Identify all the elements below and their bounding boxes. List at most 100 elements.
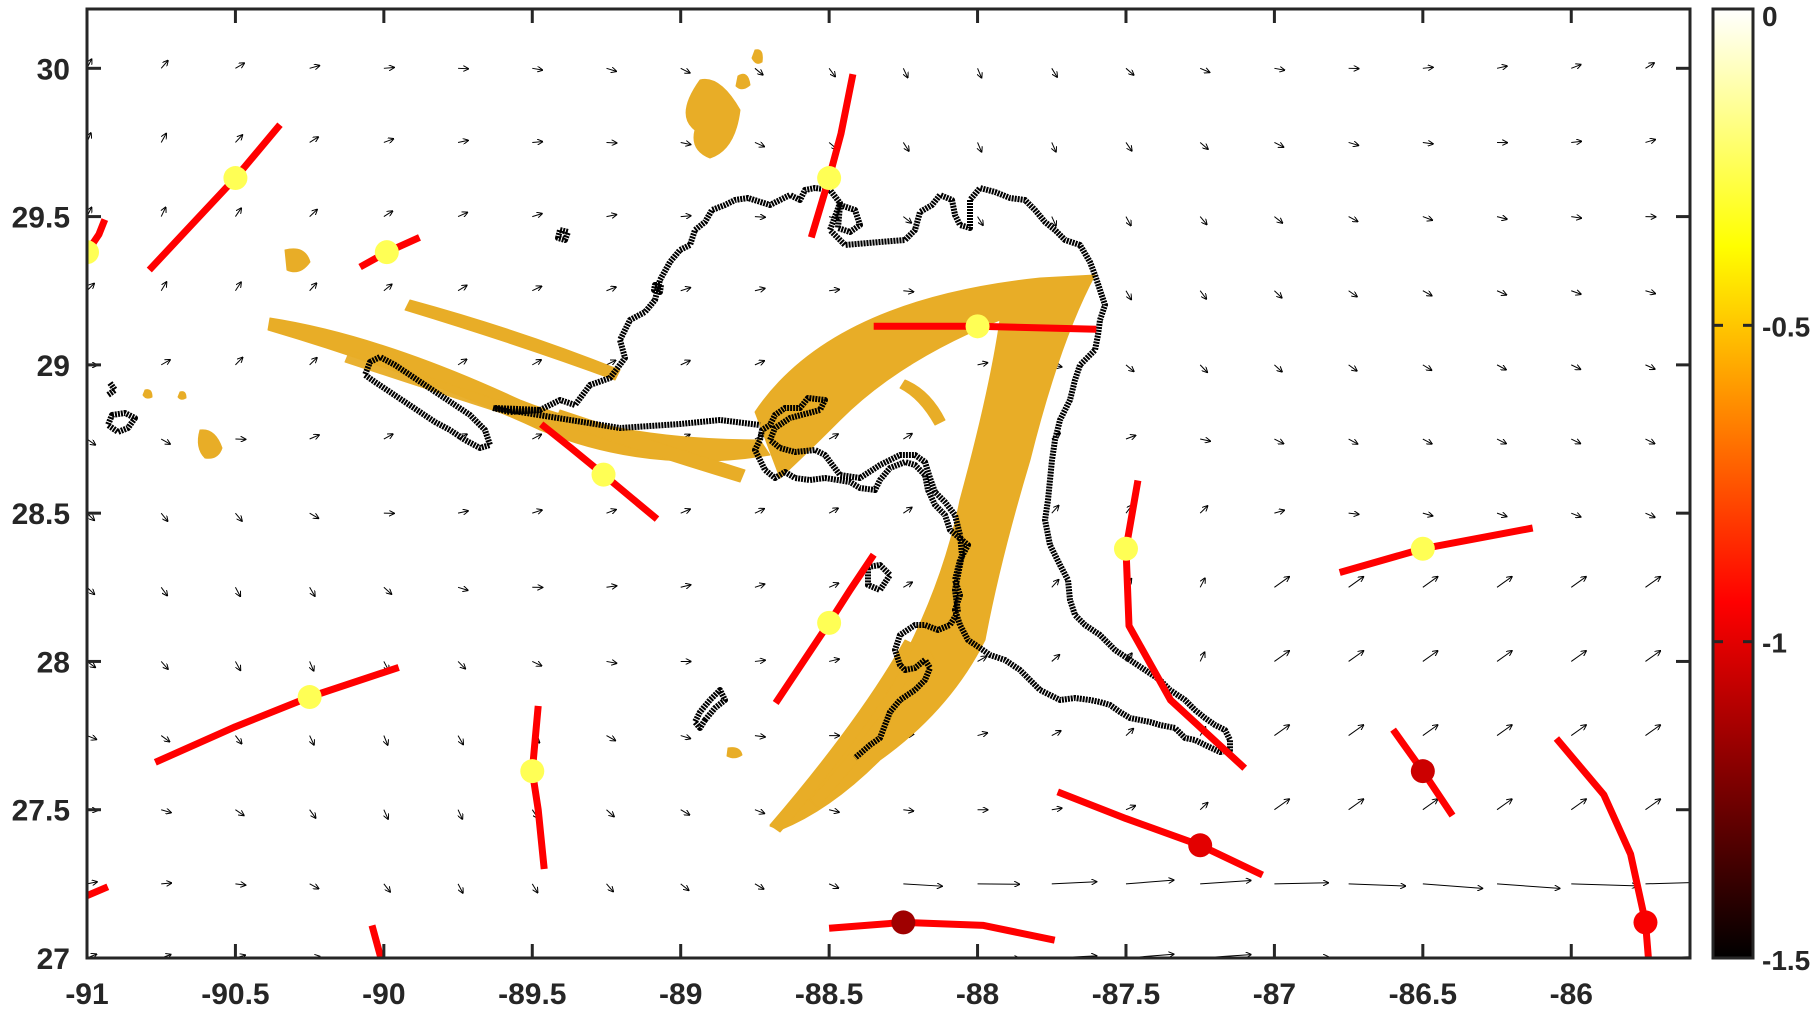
current-vector: [1200, 880, 1250, 883]
current-vector: [1349, 365, 1357, 371]
current-vector: [903, 217, 911, 223]
colorbar-tick-labels: 0-0.5-1-1.5: [1762, 1, 1810, 976]
current-vector: [235, 208, 241, 216]
current-vector: [1200, 439, 1210, 441]
current-vector: [903, 582, 912, 587]
current-vector: [310, 884, 319, 889]
current-vector: [1571, 365, 1580, 369]
current-vector: [829, 68, 835, 76]
current-vector: [1052, 882, 1097, 884]
current-vector: [1423, 513, 1433, 516]
drifter-track: [532, 706, 544, 869]
drifter-track: [829, 922, 1055, 940]
current-vector: [829, 290, 839, 291]
y-tick-label: 30: [37, 53, 70, 86]
current-vector: [161, 208, 165, 217]
current-vector: [161, 587, 167, 595]
current-vector: [1645, 291, 1655, 294]
current-vector: [978, 657, 987, 662]
current-vector: [903, 291, 913, 292]
current-vector: [978, 733, 988, 736]
drifter-point: [1411, 537, 1435, 561]
current-vector: [1423, 365, 1432, 370]
colorbar-tick-label: 0: [1762, 1, 1778, 32]
y-tick-label: 28.5: [12, 498, 70, 531]
current-vector: [161, 439, 170, 444]
current-vector: [829, 434, 838, 439]
current-vector: [681, 142, 691, 144]
current-vector: [1349, 291, 1357, 297]
drifter-point: [520, 759, 544, 783]
current-vector: [1645, 799, 1660, 809]
current-vector: [1349, 799, 1364, 809]
y-tick-label: 29.5: [12, 202, 70, 235]
current-vector: [1052, 142, 1056, 151]
current-vector: [606, 287, 615, 291]
current-vector: [606, 586, 616, 587]
current-vector: [458, 587, 468, 590]
x-tick-label: -87.5: [1092, 978, 1160, 1011]
current-vector: [532, 434, 541, 439]
current-vector: [1274, 291, 1281, 298]
current-vector: [1423, 651, 1438, 661]
current-vector: [755, 509, 764, 513]
current-vector: [755, 810, 764, 814]
current-vector: [1423, 725, 1438, 735]
colorbar-gradient: [1713, 9, 1753, 958]
current-vector: [1423, 142, 1433, 143]
current-vector: [235, 587, 240, 596]
current-vector: [606, 810, 613, 817]
current-vector: [458, 359, 466, 365]
current-vector: [1423, 67, 1433, 68]
current-vector: [755, 142, 764, 146]
current-vector: [1274, 725, 1289, 735]
current-vector: [755, 584, 764, 587]
current-vector: [1200, 142, 1208, 148]
x-tick-label: -90.5: [201, 978, 269, 1011]
x-tick-label: -91: [65, 978, 108, 1011]
current-vector: [384, 810, 388, 819]
current-vector: [1571, 651, 1586, 661]
current-vector: [235, 135, 242, 142]
current-vector: [310, 661, 314, 670]
current-vector: [1349, 513, 1359, 514]
current-vector: [1126, 142, 1132, 150]
current-vector: [384, 736, 388, 745]
current-vector: [755, 736, 765, 737]
current-vector: [235, 810, 243, 816]
current-vector: [1423, 884, 1482, 889]
drifter-point: [1411, 759, 1435, 783]
current-vector: [1126, 68, 1134, 75]
current-vector: [458, 810, 462, 819]
current-vector: [978, 68, 982, 77]
current-vector: [1200, 578, 1205, 587]
current-vector: [903, 434, 912, 439]
current-vector: [1274, 217, 1282, 223]
current-vector: [532, 214, 542, 217]
current-vector: [235, 884, 245, 885]
current-vector: [310, 736, 314, 745]
current-vector: [1126, 365, 1134, 371]
current-vector: [1423, 217, 1432, 221]
current-vector: [903, 68, 907, 77]
x-tick-label: -88.5: [795, 978, 863, 1011]
current-vector: [1571, 725, 1586, 735]
y-tick-label: 28: [37, 646, 70, 679]
current-vector: [1274, 68, 1284, 70]
current-vector: [1126, 880, 1173, 884]
current-vector: [1349, 577, 1364, 587]
current-vector: [1571, 884, 1637, 886]
x-tick-label: -89.5: [498, 978, 566, 1011]
current-vector: [458, 736, 463, 745]
current-vector: [458, 884, 463, 893]
current-vector: [1052, 655, 1060, 662]
current-vector: [458, 140, 468, 142]
current-vector: [1497, 365, 1506, 370]
current-vector: [978, 142, 982, 151]
current-vector: [755, 68, 763, 74]
current-vector: [1645, 725, 1660, 735]
x-tick-label: -86: [1550, 978, 1593, 1011]
drifter-point: [891, 910, 915, 934]
current-vector: [1497, 291, 1506, 295]
current-vector: [1645, 577, 1660, 587]
